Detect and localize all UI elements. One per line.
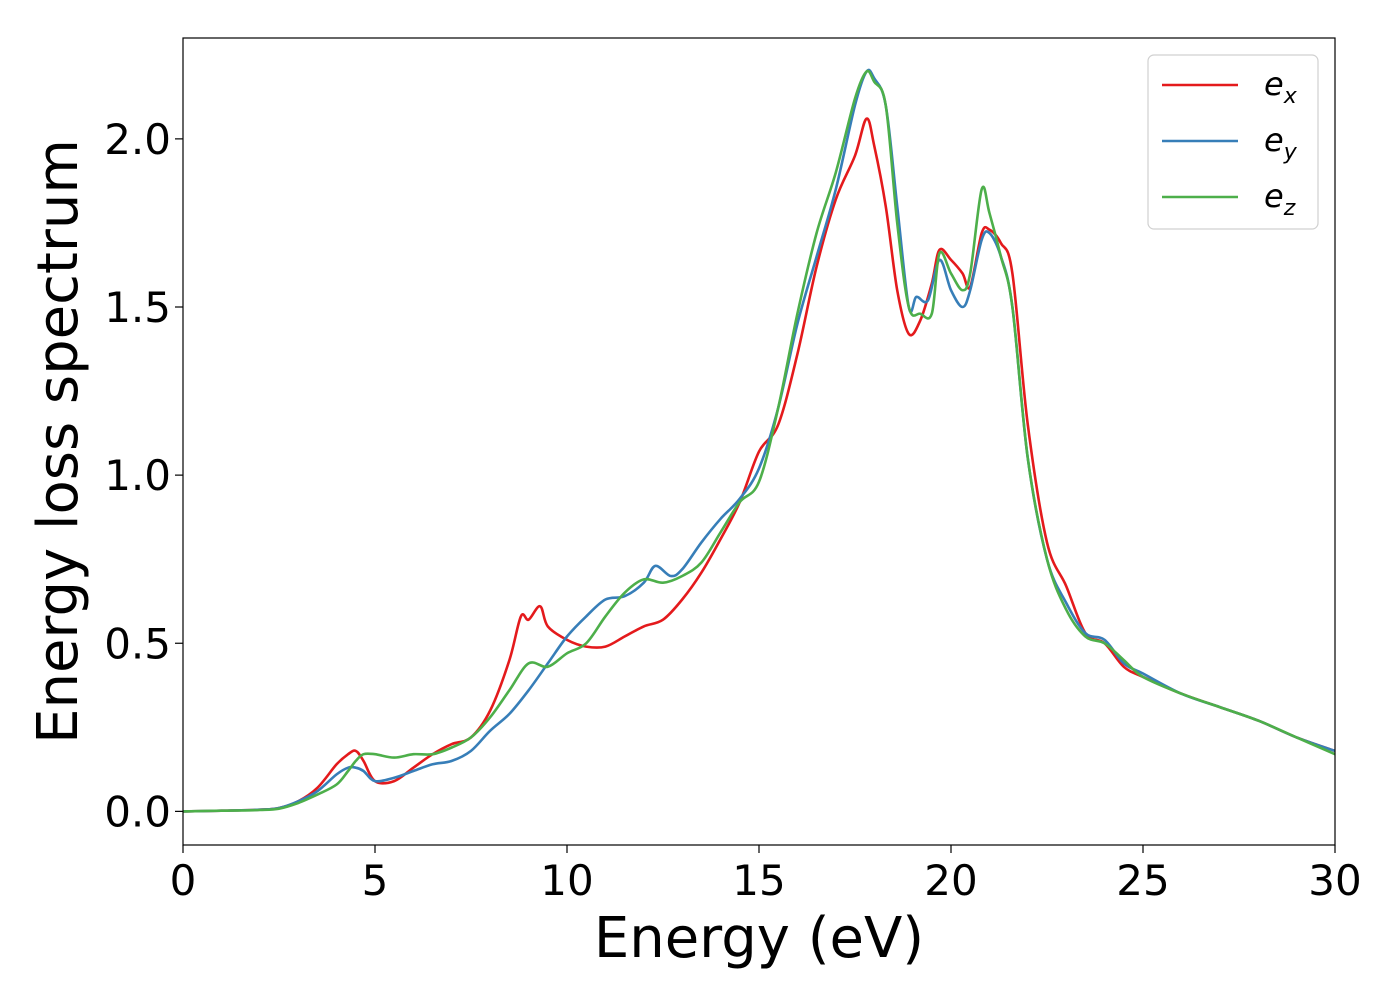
y-tick-label: 0.5	[104, 619, 171, 668]
x-tick-label: 30	[1308, 856, 1361, 905]
x-axis-label: Energy (eV)	[594, 906, 924, 971]
series-line-z	[183, 69, 1335, 813]
y-tick-label: 0.0	[104, 787, 171, 836]
series-layer	[183, 68, 1335, 813]
ticks-layer: 0 5 10 15 20 25 30 0.0 0.5 1.0 1.5 2.0	[104, 115, 1362, 905]
x-tick-label: 25	[1116, 856, 1169, 905]
x-tick-label: 10	[540, 856, 593, 905]
y-tick-label: 1.5	[104, 283, 171, 332]
legend-label-x: ex	[1264, 65, 1298, 109]
y-tick-label: 1.0	[104, 451, 171, 500]
x-tick-label: 5	[362, 856, 389, 905]
x-tick-label: 20	[924, 856, 977, 905]
x-tick-label: 15	[732, 856, 785, 905]
x-tick-label: 0	[170, 856, 197, 905]
y-tick-label: 2.0	[104, 115, 171, 164]
y-axis-label: Energy loss spectrum	[26, 139, 91, 744]
